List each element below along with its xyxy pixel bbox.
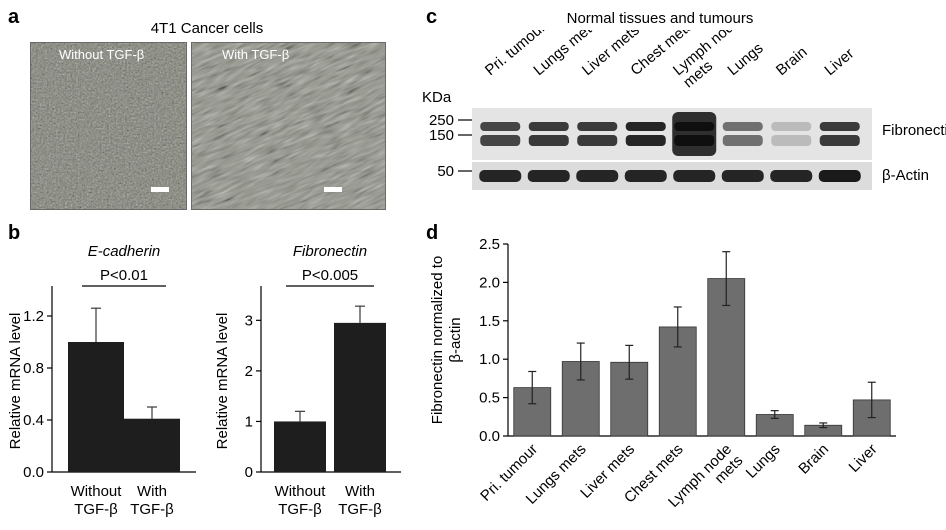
x-tick-label: TGF-β — [130, 501, 174, 518]
fibronectin-band — [577, 122, 618, 131]
y-tick-label: 1.0 — [479, 351, 500, 368]
bar — [68, 342, 124, 472]
y-tick-label: 0.4 — [23, 412, 44, 429]
y-axis-label: Relative mRNA level — [214, 313, 231, 450]
fibronectin-membrane — [472, 108, 872, 160]
panel-letter-a: a — [8, 6, 20, 28]
bar — [334, 322, 386, 472]
y-tick-label: 3 — [245, 312, 253, 329]
micrograph-label-without: Without TGF-β — [59, 47, 145, 62]
x-tick-label: TGF-β — [74, 501, 118, 518]
actin-band — [576, 170, 619, 182]
panel-letter-b: b — [8, 222, 21, 244]
x-tick-label: With — [345, 483, 375, 500]
micrograph-with-tgf-texture — [192, 43, 385, 209]
chart-title: Fibronectin — [293, 243, 367, 260]
micrograph-without-tgf: Without TGF-β — [30, 42, 187, 210]
actin-band — [673, 170, 716, 182]
band-label-actin: β-Actin — [882, 167, 929, 184]
fibronectin-band — [577, 135, 618, 146]
y-tick-label: 1.5 — [479, 313, 500, 330]
kda-marker: 250 — [429, 112, 454, 129]
y-tick-label: 1 — [245, 413, 253, 430]
actin-band — [479, 170, 522, 182]
lane-label: Lungs — [724, 40, 766, 79]
actin-band — [527, 170, 570, 182]
fibronectin-band — [528, 135, 569, 146]
y-tick-label: 0.0 — [23, 464, 44, 481]
kda-marker: 50 — [437, 163, 454, 180]
bar — [274, 421, 326, 472]
lane-label: Liver — [821, 45, 857, 79]
fibronectin-band — [480, 135, 521, 146]
y-tick-label: 0.0 — [479, 428, 500, 445]
fibronectin-band — [528, 122, 569, 131]
fibronectin-band — [480, 122, 521, 131]
panel-letter-d: d — [426, 222, 439, 244]
y-tick-label: 0 — [245, 464, 253, 481]
chart-fibronectin-mrna: 0123WithoutTGF-βWithTGF-βFibronectinP<0.… — [214, 243, 401, 518]
actin-band — [818, 170, 861, 182]
actin-band — [721, 170, 764, 182]
fibronectin-band — [771, 122, 812, 131]
micrograph-with-tgf: With TGF-β — [191, 42, 386, 210]
fibronectin-band — [771, 135, 812, 146]
y-tick-label: 1.2 — [23, 308, 44, 325]
y-axis-label: Fibronectin normalized toβ-actin — [429, 256, 464, 424]
p-value-label: P<0.005 — [302, 267, 358, 284]
fibronectin-smear — [672, 112, 717, 156]
bar — [124, 418, 180, 472]
fibronectin-band — [722, 135, 763, 146]
fibronectin-band — [819, 135, 860, 146]
y-tick-label: 2 — [245, 363, 253, 380]
fibronectin-band — [819, 122, 860, 131]
x-tick-label: Without — [275, 483, 327, 500]
chart-title: E-cadherin — [88, 243, 161, 260]
p-value-label: P<0.01 — [100, 267, 148, 284]
x-tick-label: TGF-β — [278, 501, 322, 518]
panel-c-title: Normal tissues and tumours — [566, 10, 754, 27]
micrograph-without-tgf-texture — [31, 43, 186, 209]
x-tick-label: TGF-β — [338, 501, 382, 518]
y-tick-label: 2.5 — [479, 236, 500, 253]
x-tick-label: Without — [71, 483, 123, 500]
x-tick-label: With — [137, 483, 167, 500]
x-tick-label: Brain — [795, 441, 832, 478]
y-axis-label: Relative mRNA level — [7, 313, 24, 450]
kda-marker: 150 — [429, 127, 454, 144]
fibronectin-band — [722, 122, 763, 131]
x-tick-label: Lungs — [743, 441, 784, 482]
lane-label: Brain — [773, 44, 811, 80]
scale-bar — [324, 187, 342, 192]
actin-band — [770, 170, 813, 182]
y-tick-label: 2.0 — [479, 274, 500, 291]
fibronectin-band — [625, 135, 666, 146]
actin-band — [624, 170, 667, 182]
kda-label: KDa — [422, 89, 452, 106]
chart-e-cadherin: 0.00.40.81.2WithoutTGF-βWithTGF-βE-cadhe… — [7, 243, 196, 518]
micrograph-label-with: With TGF-β — [222, 47, 290, 62]
fibronectin-band — [625, 122, 666, 131]
y-tick-label: 0.5 — [479, 390, 500, 407]
band-label-fibronectin: Fibronectin — [882, 122, 946, 139]
panel-letter-c: c — [426, 6, 438, 28]
y-tick-label: 0.8 — [23, 360, 44, 377]
panel-a-title: 4T1 Cancer cells — [150, 20, 264, 37]
x-tick-label: Liver — [846, 441, 881, 476]
scale-bar — [151, 187, 169, 192]
